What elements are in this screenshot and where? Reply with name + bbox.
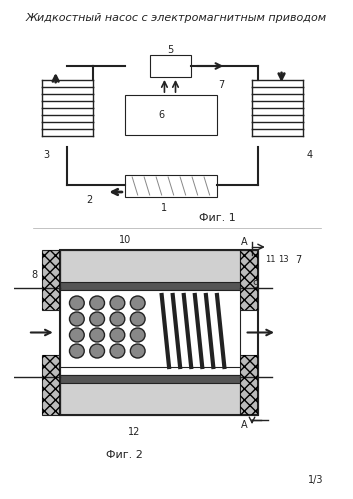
Bar — [60, 250, 240, 290]
Ellipse shape — [130, 312, 145, 326]
Text: 6: 6 — [158, 110, 165, 120]
Bar — [60, 290, 240, 367]
Text: Фиг. 1: Фиг. 1 — [199, 213, 235, 223]
Bar — [60, 250, 258, 415]
Bar — [125, 95, 217, 135]
Ellipse shape — [70, 344, 84, 358]
Text: 1/3: 1/3 — [307, 475, 323, 485]
Bar — [42, 250, 60, 310]
Bar — [60, 282, 240, 290]
Text: Фиг. 2: Фиг. 2 — [106, 450, 143, 460]
Text: 11: 11 — [265, 255, 276, 264]
Ellipse shape — [70, 296, 84, 310]
Bar — [42, 355, 60, 415]
Ellipse shape — [70, 328, 84, 342]
Ellipse shape — [130, 328, 145, 342]
Text: Жидкостный насос с электромагнитным приводом: Жидкостный насос с электромагнитным прив… — [26, 13, 327, 23]
Bar — [240, 250, 258, 310]
Ellipse shape — [110, 344, 125, 358]
Text: 3: 3 — [43, 150, 49, 160]
Text: 1: 1 — [161, 203, 167, 213]
Bar — [240, 355, 258, 415]
Ellipse shape — [110, 296, 125, 310]
Text: 10: 10 — [119, 235, 131, 245]
Ellipse shape — [130, 296, 145, 310]
Bar — [240, 250, 258, 310]
Ellipse shape — [130, 344, 145, 358]
Bar — [60, 375, 240, 383]
Ellipse shape — [110, 328, 125, 342]
Text: 12: 12 — [128, 427, 140, 437]
Text: 4: 4 — [306, 150, 312, 160]
Text: 7: 7 — [295, 255, 301, 265]
Text: 7: 7 — [219, 80, 225, 90]
Ellipse shape — [70, 312, 84, 326]
Ellipse shape — [90, 344, 104, 358]
Ellipse shape — [90, 312, 104, 326]
Ellipse shape — [90, 328, 104, 342]
Bar — [60, 375, 240, 415]
Bar — [42, 355, 60, 415]
Text: A: A — [241, 237, 248, 247]
Text: 9: 9 — [253, 280, 259, 290]
Bar — [240, 355, 258, 415]
Ellipse shape — [90, 296, 104, 310]
Text: 5: 5 — [167, 45, 174, 55]
Ellipse shape — [110, 312, 125, 326]
Text: 8: 8 — [31, 270, 37, 280]
Bar — [42, 250, 60, 310]
Text: 13: 13 — [278, 255, 289, 264]
Bar — [60, 250, 240, 290]
Bar — [60, 250, 240, 290]
Bar — [60, 375, 240, 415]
Bar — [150, 55, 191, 77]
Bar — [125, 175, 217, 197]
Text: 2: 2 — [86, 195, 93, 205]
Text: A: A — [241, 420, 248, 430]
